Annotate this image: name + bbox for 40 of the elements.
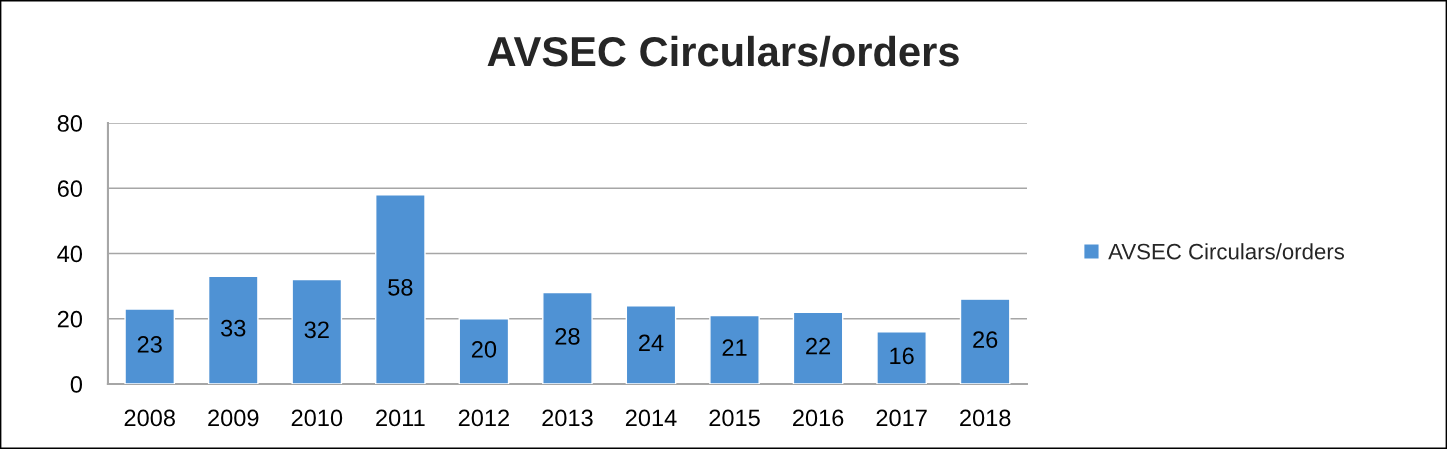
y-tick-label: 0 [70, 376, 83, 393]
data-label: 32 [304, 321, 329, 339]
bar [959, 298, 1011, 384]
y-tick-label: 40 [57, 245, 83, 263]
bar [207, 275, 259, 384]
legend-label: AVSEC Circulars/orders [1108, 243, 1345, 260]
x-tick-label: 2012 [458, 409, 509, 427]
x-tick-label: 2009 [208, 409, 259, 427]
data-label: 28 [555, 327, 580, 345]
x-tick-label: 2018 [960, 409, 1011, 427]
data-label: 20 [471, 340, 497, 358]
x-tick-label: 2015 [709, 409, 760, 427]
y-tick-label: 60 [57, 180, 83, 198]
data-label: 16 [890, 347, 914, 365]
bar [375, 194, 426, 384]
x-tick-label: 2013 [542, 409, 593, 427]
bar [625, 305, 677, 384]
x-tick-label: 2008 [124, 409, 175, 427]
bar [792, 311, 844, 384]
data-label: 58 [388, 279, 413, 296]
data-label: 22 [806, 337, 831, 355]
bar [291, 278, 343, 384]
bar [542, 291, 593, 384]
data-label: 24 [639, 334, 664, 351]
bar [124, 308, 176, 384]
data-label: 21 [722, 339, 747, 356]
x-tick-label: 2011 [376, 409, 425, 427]
data-label: 23 [137, 336, 162, 353]
bar [458, 318, 510, 384]
y-tick-label: 20 [57, 310, 83, 328]
bar [876, 331, 927, 384]
data-label: 33 [221, 319, 246, 337]
x-tick-label: 2017 [876, 409, 927, 427]
x-tick-label: 2010 [291, 409, 343, 427]
y-tick-label: 80 [57, 115, 83, 132]
x-tick-label: 2016 [793, 409, 844, 427]
chart-title: AVSEC Circulars/orders [487, 35, 959, 67]
data-label: 26 [973, 331, 998, 348]
x-tick-label: 2014 [625, 409, 677, 427]
bar [709, 314, 760, 384]
